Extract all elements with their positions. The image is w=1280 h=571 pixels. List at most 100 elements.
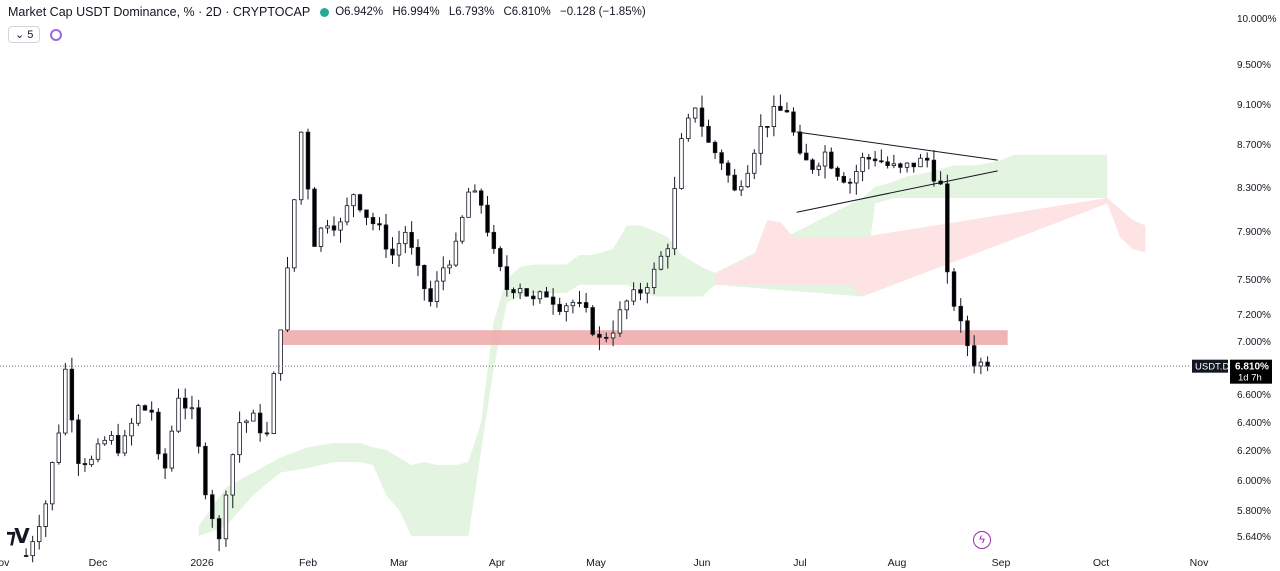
candle — [325, 219, 330, 234]
candle — [460, 215, 465, 244]
candle — [95, 438, 101, 463]
lightning-icon[interactable]: ϟ — [973, 531, 991, 549]
candle — [331, 216, 337, 237]
candle — [428, 280, 433, 307]
candle — [485, 195, 490, 237]
candle — [854, 164, 859, 195]
x-axis[interactable]: Nov Dec 2026 Feb Mar Apr May Jun Jul Aug Sep Oct Nov — [0, 557, 1209, 569]
candle — [638, 282, 643, 301]
candle — [156, 408, 161, 460]
candle — [583, 292, 589, 313]
price-label-value: 6.810% — [1235, 362, 1269, 373]
candle — [951, 268, 957, 311]
candle — [872, 150, 878, 167]
candle — [965, 315, 970, 357]
y-axis[interactable]: 10.000% 9.500% 9.100% 8.700% 8.300% 7.900% 7.5… — [1237, 14, 1277, 543]
y-tick-label: 7.000% — [1237, 337, 1271, 348]
candle — [244, 419, 249, 433]
close-value: C6.810% — [503, 6, 551, 18]
candle — [758, 114, 763, 166]
candle — [692, 107, 698, 123]
candle — [978, 357, 984, 375]
candle — [257, 404, 263, 442]
triangle-lower-line[interactable] — [796, 170, 998, 213]
indicator-row: ⌄ 5 — [8, 26, 63, 43]
x-tick-label: Nov — [1190, 557, 1209, 569]
candle — [557, 297, 562, 316]
candle — [524, 288, 529, 297]
candle — [550, 288, 556, 315]
candle — [765, 126, 770, 138]
y-tick-label: 6.400% — [1237, 418, 1271, 429]
y-tick-label: 9.500% — [1237, 60, 1271, 71]
low-value: L6.793% — [448, 6, 495, 18]
change-value: −0.128 (−1.85%) — [559, 6, 646, 18]
candle — [422, 264, 427, 301]
candle — [570, 299, 576, 314]
candle — [577, 290, 582, 308]
candle — [76, 414, 81, 477]
candle — [945, 174, 950, 284]
candle — [176, 388, 181, 433]
candle — [109, 430, 114, 445]
indicators-toggle-button[interactable]: ⌄ 5 — [8, 26, 41, 43]
candle — [136, 403, 141, 427]
candle — [237, 411, 242, 463]
candle — [517, 283, 523, 300]
support-zone-rect[interactable] — [280, 330, 1008, 345]
candle — [409, 221, 414, 255]
symbol-title[interactable]: Market Cap USDT Dominance, % · 2D · CRYP… — [8, 5, 311, 19]
cloud-bullish — [198, 154, 1108, 537]
candle — [537, 290, 543, 304]
candlestick-series — [23, 94, 990, 563]
candle — [142, 404, 148, 411]
candle — [504, 255, 510, 297]
candle — [312, 187, 317, 247]
candle — [604, 332, 609, 343]
triangle-upper-line[interactable] — [796, 131, 998, 161]
candle — [251, 409, 256, 422]
candle — [590, 305, 595, 337]
candle — [631, 282, 636, 306]
candle — [338, 217, 343, 243]
candle — [841, 172, 847, 184]
candle — [617, 301, 623, 337]
x-tick-label: Feb — [299, 557, 317, 569]
tradingview-logo-icon[interactable]: ⁊V — [6, 524, 30, 548]
candle — [129, 418, 134, 446]
ohlc-values: O6.942% H6.994% L6.793% C6.810% −0.128 (… — [335, 6, 651, 18]
loading-icon — [50, 28, 63, 41]
candle — [478, 188, 484, 214]
candle — [866, 154, 872, 170]
candle — [344, 197, 350, 226]
y-tick-label: 8.700% — [1237, 140, 1271, 151]
candle — [752, 149, 757, 180]
candle — [898, 162, 903, 174]
market-status-icon — [320, 7, 330, 17]
candle — [879, 149, 884, 164]
candle — [472, 184, 478, 193]
high-value: H6.994% — [392, 6, 440, 18]
candle — [597, 326, 602, 351]
price-label-symbol: USDT.D — [1195, 362, 1229, 373]
open-value: O6.942% — [335, 6, 384, 18]
chart-legend: Market Cap USDT Dominance, % · 2D · CRYP… — [8, 5, 652, 19]
candle — [122, 429, 128, 457]
candle — [264, 421, 270, 437]
candle — [50, 461, 55, 511]
x-tick-label: Sep — [992, 557, 1011, 569]
ichimoku-cloud — [198, 154, 1146, 537]
x-tick-label: Nov — [0, 557, 10, 569]
candle — [686, 113, 691, 142]
y-tick-label: 8.300% — [1237, 183, 1271, 194]
candle — [271, 371, 277, 435]
y-tick-label: 7.900% — [1237, 227, 1271, 238]
candle — [645, 282, 650, 304]
candle — [305, 128, 311, 200]
candle — [298, 131, 304, 205]
candle — [860, 152, 865, 182]
y-tick-label: 6.600% — [1237, 390, 1271, 401]
x-tick-label: Oct — [1093, 557, 1109, 569]
price-label: USDT.D 6.810% 1d 7h — [1192, 359, 1272, 384]
